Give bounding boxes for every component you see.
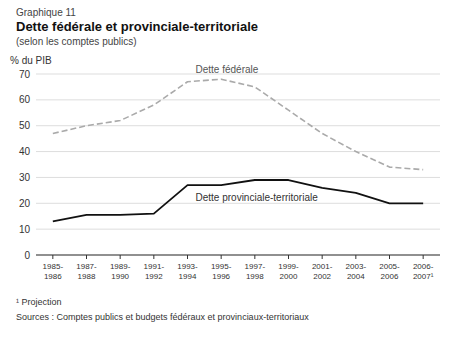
x-tick-label-line: 1993- <box>177 262 198 271</box>
grid-line <box>36 255 440 256</box>
x-tick <box>423 255 424 259</box>
x-tick-label-line: 1988 <box>78 272 96 281</box>
x-tick <box>355 255 356 259</box>
x-tick <box>52 255 53 259</box>
lines <box>53 79 423 221</box>
y-tick-label: 0 <box>24 250 30 261</box>
x-tick <box>187 255 188 259</box>
x-tick-label-line: 2001- <box>312 262 333 271</box>
x-tick-label-line: 2006 <box>381 272 399 281</box>
x-tick-label-line: 2003- <box>346 262 367 271</box>
x-tick-label-line: 1995- <box>211 262 232 271</box>
y-tick-label: 70 <box>19 69 31 80</box>
x-tick-label-line: 1986 <box>44 272 62 281</box>
y-tick-label: 40 <box>19 146 31 157</box>
x-tick-label: 2006-2007¹ <box>413 262 434 281</box>
x-tick-label: 1995-1996 <box>211 262 232 281</box>
grid-line <box>36 177 440 178</box>
y-grid: 0 10 20 30 40 50 60 70 <box>19 69 440 261</box>
x-tick <box>153 255 154 259</box>
x-axis: 1985-1986 1987-1988 1989-1990 1991-1992 1993… <box>43 255 434 281</box>
series-label: Dette fédérale <box>196 64 259 75</box>
x-tick <box>120 255 121 259</box>
x-tick <box>389 255 390 259</box>
x-tick-label-line: 1994 <box>179 272 197 281</box>
x-tick-label-line: 1997- <box>245 262 266 271</box>
footnote: ¹ Projection <box>16 297 62 307</box>
y-tick-label: 30 <box>19 172 31 183</box>
grid-line <box>36 151 440 152</box>
y-tick-label: 10 <box>19 224 31 235</box>
x-tick-label: 1999-2000 <box>278 262 299 281</box>
title: Dette fédérale et provinciale-territoria… <box>16 19 258 34</box>
x-tick-label-line: 1990 <box>111 272 129 281</box>
x-tick <box>322 255 323 259</box>
x-tick-label: 1991-1992 <box>144 262 165 281</box>
x-tick-label: 1993-1994 <box>177 262 198 281</box>
x-tick-label-line: 1985- <box>43 262 64 271</box>
x-tick-label-line: 2007¹ <box>413 272 434 281</box>
y-tick-label: 50 <box>19 120 31 131</box>
x-tick <box>288 255 289 259</box>
x-tick <box>221 255 222 259</box>
x-tick-label-line: 1989- <box>110 262 131 271</box>
grid-line <box>36 125 440 126</box>
grid-line <box>36 229 440 230</box>
chart-container: Graphique 11Dette fédérale et provincial… <box>0 0 450 341</box>
chart-svg: Graphique 11Dette fédérale et provincial… <box>0 0 450 341</box>
x-tick <box>86 255 87 259</box>
x-tick-label-line: 2006- <box>413 262 434 271</box>
x-tick-label-line: 2002 <box>313 272 331 281</box>
y-tick-label: 60 <box>19 94 31 105</box>
series-line <box>53 180 423 221</box>
x-tick <box>254 255 255 259</box>
x-tick-label: 2005-2006 <box>379 262 400 281</box>
x-tick-label: 1989-1990 <box>110 262 131 281</box>
series-label: Dette provinciale-territoriale <box>196 192 319 203</box>
grid-line <box>36 99 440 100</box>
x-tick-label: 1985-1986 <box>43 262 64 281</box>
x-tick-label-line: 1992 <box>145 272 163 281</box>
y-axis-label: % du PIB <box>10 55 52 66</box>
source: Sources : Comptes publics et budgets féd… <box>16 312 309 322</box>
x-tick-label-line: 2005- <box>379 262 400 271</box>
x-tick-label-line: 1987- <box>76 262 97 271</box>
x-tick-label-line: 1998 <box>246 272 264 281</box>
series-line <box>53 79 423 170</box>
x-axis-line <box>36 255 440 256</box>
chart-label: Graphique 11 <box>16 7 76 18</box>
x-tick-label: 2001-2002 <box>312 262 333 281</box>
x-tick-label-line: 1996 <box>212 272 230 281</box>
x-tick-label-line: 2000 <box>280 272 298 281</box>
x-tick-label-line: 1991- <box>144 262 165 271</box>
y-tick-label: 20 <box>19 198 31 209</box>
x-tick-label: 1997-1998 <box>245 262 266 281</box>
subtitle: (selon les comptes publics) <box>16 36 137 47</box>
x-tick-label-line: 1999- <box>278 262 299 271</box>
x-tick-label-line: 2004 <box>347 272 365 281</box>
x-tick-label: 2003-2004 <box>346 262 367 281</box>
x-tick-label: 1987-1988 <box>76 262 97 281</box>
